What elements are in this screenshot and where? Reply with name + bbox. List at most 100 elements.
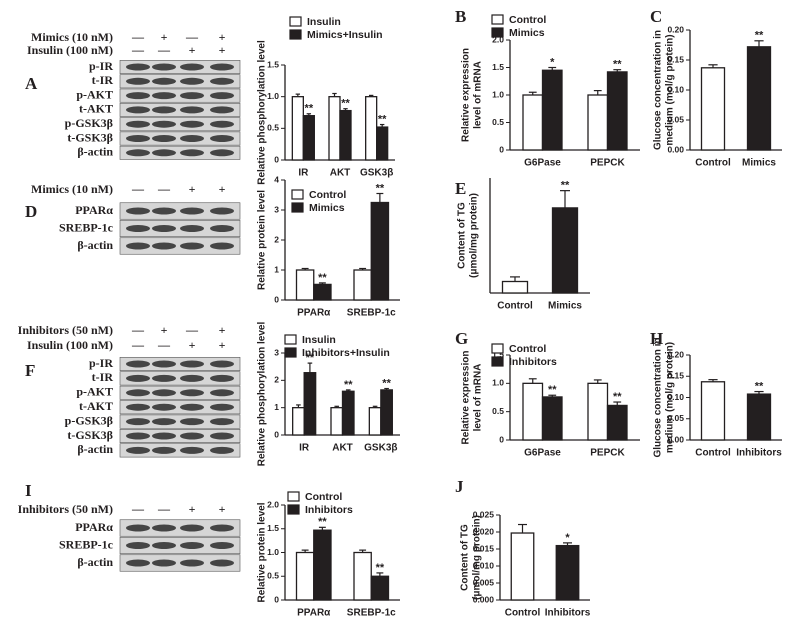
y-tick-label: 0 — [274, 154, 279, 164]
significance: ** — [341, 98, 350, 110]
blot-row-label: β-actin — [77, 238, 113, 252]
blot-band — [152, 446, 176, 454]
y-tick-label: 0.020 — [473, 526, 495, 536]
x-tick-label: Control — [695, 448, 731, 459]
y-tick-label: 0.00 — [667, 144, 684, 154]
blot-band — [126, 242, 150, 250]
y-tick-label: 2 — [274, 234, 279, 244]
treatment-sign: + — [161, 30, 168, 44]
y-tick-label: 0.00 — [667, 434, 684, 444]
significance: ** — [305, 103, 314, 115]
blot-band — [210, 403, 234, 411]
treatment-label: Inhibitors (50 nM) — [18, 323, 113, 337]
blot-band — [180, 542, 204, 549]
legend-swatch — [491, 343, 504, 354]
blot-band — [180, 106, 204, 114]
blot-band — [126, 559, 150, 567]
treatment-sign: — — [185, 30, 199, 44]
y-axis-label: Relative expression — [461, 351, 472, 445]
legend-label: Control — [509, 14, 546, 26]
treatment-label: Mimics (10 nM) — [31, 182, 113, 196]
legend-label: Control — [305, 491, 342, 503]
bar — [555, 544, 580, 601]
y-tick-label: 0.20 — [667, 24, 684, 34]
blot-row-label: β-actin — [77, 145, 113, 159]
treatment-sign: — — [131, 182, 145, 196]
significance: ** — [613, 59, 622, 71]
bar — [303, 372, 317, 436]
blot-band — [152, 77, 176, 85]
panel-letter: H — [650, 329, 663, 348]
blot-band — [152, 403, 176, 411]
blot-row-label: β-actin — [77, 555, 113, 569]
y-tick-label: 0.20 — [667, 349, 684, 359]
y-tick-label: 1.5 — [492, 349, 504, 359]
blot-band — [180, 120, 204, 128]
y-tick-label: 1.5 — [492, 62, 504, 72]
bar — [587, 382, 609, 441]
x-tick-label: Mimics — [548, 301, 582, 312]
legend-label: Inhibitors+Insulin — [302, 347, 390, 359]
y-tick-label: 0.5 — [267, 571, 279, 581]
x-tick-label: IR — [298, 168, 309, 179]
significance: ** — [306, 352, 315, 364]
y-tick-label: 2 — [274, 375, 279, 385]
blot-band — [210, 242, 234, 250]
blot-band — [180, 374, 204, 382]
bar — [501, 280, 529, 294]
legend-label: Control — [509, 343, 546, 355]
treatment-label: Insulin (100 nM) — [27, 338, 113, 352]
treatment-sign: — — [157, 338, 171, 352]
treatment-sign: + — [189, 502, 196, 516]
blot-band — [180, 432, 204, 440]
blot-band — [152, 242, 176, 250]
blot-band — [152, 360, 176, 368]
blot-band — [210, 92, 234, 100]
blot-band — [210, 418, 234, 426]
treatment-sign: — — [157, 502, 171, 516]
y-tick-label: 0.010 — [473, 560, 495, 570]
x-tick-label: Inhibitors — [736, 448, 782, 459]
blot-band — [180, 418, 204, 426]
y-axis-label: medium (mol/g protein) — [665, 34, 676, 145]
blot-band — [152, 389, 176, 397]
legend-swatch — [289, 29, 302, 40]
y-axis-label: level of mRNA — [473, 364, 484, 432]
treatment-sign: — — [157, 43, 171, 57]
bar — [370, 201, 390, 301]
blot-band — [126, 135, 150, 142]
blot-band — [152, 225, 176, 232]
blot-band — [152, 374, 176, 382]
treatment-sign: + — [219, 338, 226, 352]
legend-label: Control — [309, 189, 346, 201]
significance: ** — [755, 30, 764, 42]
x-tick-label: Control — [695, 158, 731, 169]
blot-band — [180, 92, 204, 100]
y-tick-label: 0.05 — [667, 413, 684, 423]
blot-row-label: p-IR — [89, 59, 113, 73]
blot-band — [210, 77, 234, 85]
significance: ** — [318, 272, 327, 284]
y-axis-label: (μmol/mg protein) — [469, 193, 480, 278]
blot-band — [210, 106, 234, 114]
blot-band — [126, 225, 150, 232]
y-tick-label: 1.0 — [267, 547, 279, 557]
y-tick-label: 3 — [274, 347, 279, 357]
treatment-sign: + — [189, 43, 196, 57]
panel-letter: D — [25, 202, 37, 221]
y-tick-label: 0.025 — [473, 509, 495, 519]
panel-letter: J — [455, 477, 464, 496]
panel-letter: B — [455, 7, 466, 26]
blot-band — [152, 432, 176, 440]
y-tick-label: 2.0 — [492, 34, 504, 44]
treatment-sign: — — [131, 43, 145, 57]
blot-band — [180, 559, 204, 567]
blot-band — [126, 542, 150, 549]
x-tick-label: AKT — [332, 443, 353, 454]
blot-band — [210, 374, 234, 382]
treatment-sign: + — [219, 323, 226, 337]
y-axis-label: Relative expression — [461, 48, 472, 142]
y-tick-label: 0 — [499, 144, 504, 154]
blot-band — [126, 524, 150, 532]
bar — [339, 109, 352, 161]
